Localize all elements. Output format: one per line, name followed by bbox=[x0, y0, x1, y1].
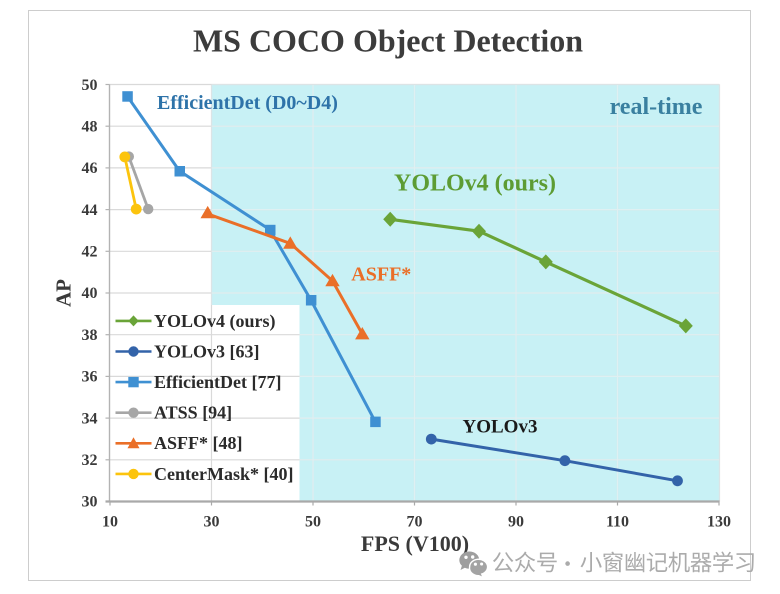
svg-text:YOLOv3: YOLOv3 bbox=[463, 417, 538, 438]
svg-text:ASFF* [48]: ASFF* [48] bbox=[154, 433, 243, 453]
svg-text:MS COCO Object Detection: MS COCO Object Detection bbox=[193, 23, 583, 59]
svg-text:EfficientDet [77]: EfficientDet [77] bbox=[154, 372, 281, 392]
svg-text:EfficientDet (D0~D4): EfficientDet (D0~D4) bbox=[157, 92, 338, 114]
svg-text:32: 32 bbox=[82, 452, 98, 469]
svg-text:10: 10 bbox=[102, 514, 118, 531]
svg-text:ATSS [94]: ATSS [94] bbox=[154, 403, 232, 423]
svg-text:50: 50 bbox=[82, 77, 98, 94]
svg-text:40: 40 bbox=[82, 285, 98, 302]
svg-text:YOLOv3 [63]: YOLOv3 [63] bbox=[154, 341, 260, 361]
svg-text:ASFF*: ASFF* bbox=[351, 264, 411, 286]
svg-text:FPS (V100): FPS (V100) bbox=[361, 531, 469, 556]
svg-text:130: 130 bbox=[707, 514, 731, 531]
svg-text:70: 70 bbox=[407, 514, 423, 531]
svg-text:CenterMask* [40]: CenterMask* [40] bbox=[154, 464, 293, 484]
svg-text:30: 30 bbox=[204, 514, 220, 531]
svg-text:46: 46 bbox=[82, 160, 98, 177]
svg-text:44: 44 bbox=[82, 202, 98, 219]
svg-text:30: 30 bbox=[82, 494, 98, 511]
svg-text:34: 34 bbox=[82, 410, 98, 427]
svg-text:48: 48 bbox=[82, 118, 98, 135]
svg-text:90: 90 bbox=[508, 514, 524, 531]
svg-text:36: 36 bbox=[82, 369, 98, 386]
svg-text:50: 50 bbox=[305, 514, 321, 531]
svg-text:110: 110 bbox=[606, 514, 629, 531]
svg-text:real-time: real-time bbox=[610, 94, 703, 120]
svg-text:38: 38 bbox=[82, 327, 98, 344]
svg-text:42: 42 bbox=[82, 244, 98, 261]
svg-text:AP: AP bbox=[52, 279, 76, 307]
svg-text:YOLOv4 (ours): YOLOv4 (ours) bbox=[154, 311, 276, 332]
svg-text:YOLOv4 (ours): YOLOv4 (ours) bbox=[394, 171, 556, 197]
